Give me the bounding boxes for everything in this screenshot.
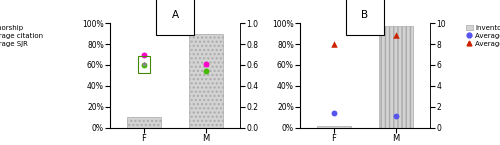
Title: A: A [172, 10, 178, 20]
Point [330, 43, 338, 45]
Point [140, 64, 148, 66]
Point [140, 53, 148, 56]
Title: B: B [362, 10, 368, 20]
Point [392, 115, 400, 117]
Bar [189, 34, 223, 128]
Bar [127, 117, 161, 128]
Point [202, 70, 210, 72]
Point [202, 63, 210, 65]
Point [330, 112, 338, 114]
Bar [379, 26, 413, 128]
Bar [138, 56, 149, 73]
Point [140, 63, 148, 66]
Legend: Authorship, Average citation, Average SJR: Authorship, Average citation, Average SJ… [0, 25, 43, 47]
Point [392, 34, 400, 36]
Bar [317, 126, 351, 128]
Legend: Inventorship, Average citation, Average claim: Inventorship, Average citation, Average … [466, 25, 500, 47]
